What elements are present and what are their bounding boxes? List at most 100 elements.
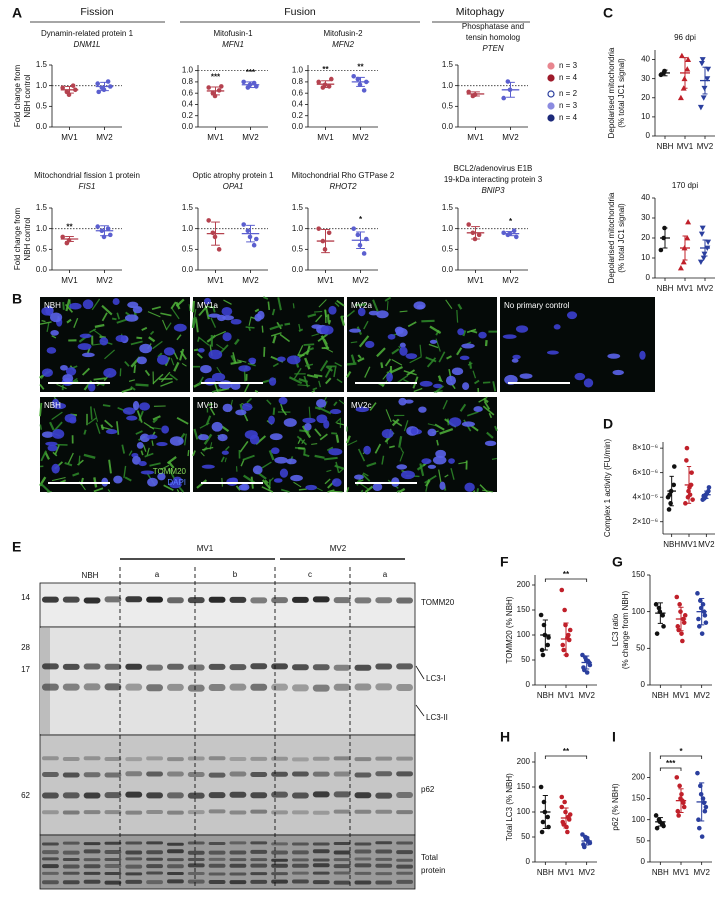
mitochondria-texture xyxy=(93,408,99,422)
blot-band xyxy=(250,858,268,862)
micrograph: NBH xyxy=(39,396,190,493)
blot-band xyxy=(396,871,413,875)
mitochondria-texture xyxy=(376,347,386,358)
mitochondria-texture xyxy=(95,422,101,434)
mitochondria-texture xyxy=(51,335,57,339)
nucleus-texture xyxy=(147,434,158,440)
blot-band xyxy=(292,850,309,855)
mitochondria-texture xyxy=(171,307,180,320)
significance-bracket xyxy=(659,755,703,759)
mitochondria-texture xyxy=(152,415,161,421)
data-point xyxy=(684,235,691,241)
y-tick-label: 200 xyxy=(517,580,531,589)
data-point xyxy=(685,56,692,62)
y-tick-label: 2×10⁻⁶ xyxy=(632,517,658,526)
y-axis-label: Complex 1 activity (FU/min) xyxy=(603,439,612,538)
blot-band xyxy=(292,810,309,815)
mitochondria-texture xyxy=(314,310,323,313)
mitochondria-texture xyxy=(438,379,443,383)
data-point xyxy=(95,81,100,86)
data-point xyxy=(677,602,682,607)
mitochondria-texture xyxy=(144,452,154,458)
blot-band xyxy=(187,850,205,855)
blot-band xyxy=(292,664,309,671)
mitochondria-texture xyxy=(67,452,74,464)
mitochondria-texture xyxy=(333,401,338,407)
x-tick-label: NBH xyxy=(652,691,669,700)
nucleus-texture xyxy=(427,428,437,437)
mitochondria-texture xyxy=(245,326,255,329)
y-axis-label: TOMM20 (% NBH) xyxy=(505,596,514,663)
blot-band xyxy=(354,809,372,814)
mitochondria-texture xyxy=(121,387,133,393)
blot-band xyxy=(250,683,268,691)
data-point xyxy=(678,52,685,59)
micrograph: No primary control xyxy=(500,297,655,392)
band-label: p62 xyxy=(421,785,435,794)
mitochondria-texture xyxy=(168,468,176,481)
blot-band xyxy=(208,772,226,778)
mitochondria-texture xyxy=(230,360,242,365)
chart-title: 170 dpi xyxy=(672,181,698,190)
legend-label: n = 2 xyxy=(559,89,578,98)
ladder-lane xyxy=(40,628,50,734)
mitochondria-texture xyxy=(176,416,189,425)
blot-band xyxy=(104,872,122,876)
mitochondria-texture xyxy=(428,343,439,349)
y-tick-label: 20 xyxy=(641,93,650,102)
nucleus-texture xyxy=(331,478,342,487)
data-point xyxy=(703,804,709,810)
micrograph: MV2c xyxy=(345,396,498,493)
blot-band xyxy=(312,842,330,846)
mitochondria-texture xyxy=(116,421,120,435)
mitochondria-texture xyxy=(314,406,321,411)
blot-band xyxy=(354,842,372,846)
blot-band xyxy=(292,757,309,762)
nucleus-texture xyxy=(122,407,136,415)
mitochondria-texture xyxy=(436,439,439,446)
blot-band xyxy=(146,664,163,671)
blot-band xyxy=(333,664,351,671)
significance-bracket xyxy=(544,578,588,582)
data-point xyxy=(697,259,704,265)
blot-band xyxy=(312,596,330,603)
micrograph-background xyxy=(347,397,497,492)
mitochondria-texture xyxy=(312,387,318,391)
x-tick-label: MV2 xyxy=(578,691,595,700)
micrograph-label: NBH xyxy=(44,401,61,410)
significance: *** xyxy=(666,759,676,768)
data-point xyxy=(316,79,322,85)
blot-band xyxy=(354,871,372,875)
mitochondria-texture xyxy=(338,468,344,474)
data-point xyxy=(685,219,692,225)
mitochondria-texture xyxy=(204,305,210,320)
blot-band xyxy=(167,858,184,862)
nucleus-texture xyxy=(87,382,96,392)
data-point xyxy=(677,265,684,271)
data-point xyxy=(66,92,72,98)
data-point xyxy=(700,95,707,101)
blot-band xyxy=(125,857,143,861)
mitochondria-texture xyxy=(220,456,225,463)
blot-band xyxy=(42,663,59,670)
mitochondria-texture xyxy=(188,304,191,312)
x-tick-label: MV1 xyxy=(61,133,78,142)
mitochondria-texture xyxy=(301,425,312,439)
data-point xyxy=(361,88,367,93)
mitochondria-texture xyxy=(361,473,371,482)
blot-band xyxy=(62,663,80,670)
data-point xyxy=(538,784,544,790)
blot-band xyxy=(354,757,372,762)
mitochondria-texture xyxy=(424,474,437,484)
blot-band xyxy=(104,863,122,868)
y-tick-label: 0.6 xyxy=(292,88,304,97)
dot-plot: Mitofusin-2 MFN2 0.0 0.2 0.4 0.6 0.8 1.0 MV1 ** MV… xyxy=(292,29,378,142)
nucleus-texture xyxy=(283,418,297,427)
mitochondria-texture xyxy=(374,443,382,454)
y-tick-label: 0.6 xyxy=(182,88,194,97)
blot-band xyxy=(104,858,122,862)
mitochondria-texture xyxy=(39,402,43,417)
mitochondria-texture xyxy=(200,451,205,457)
data-point xyxy=(676,627,681,633)
data-point xyxy=(683,501,688,506)
